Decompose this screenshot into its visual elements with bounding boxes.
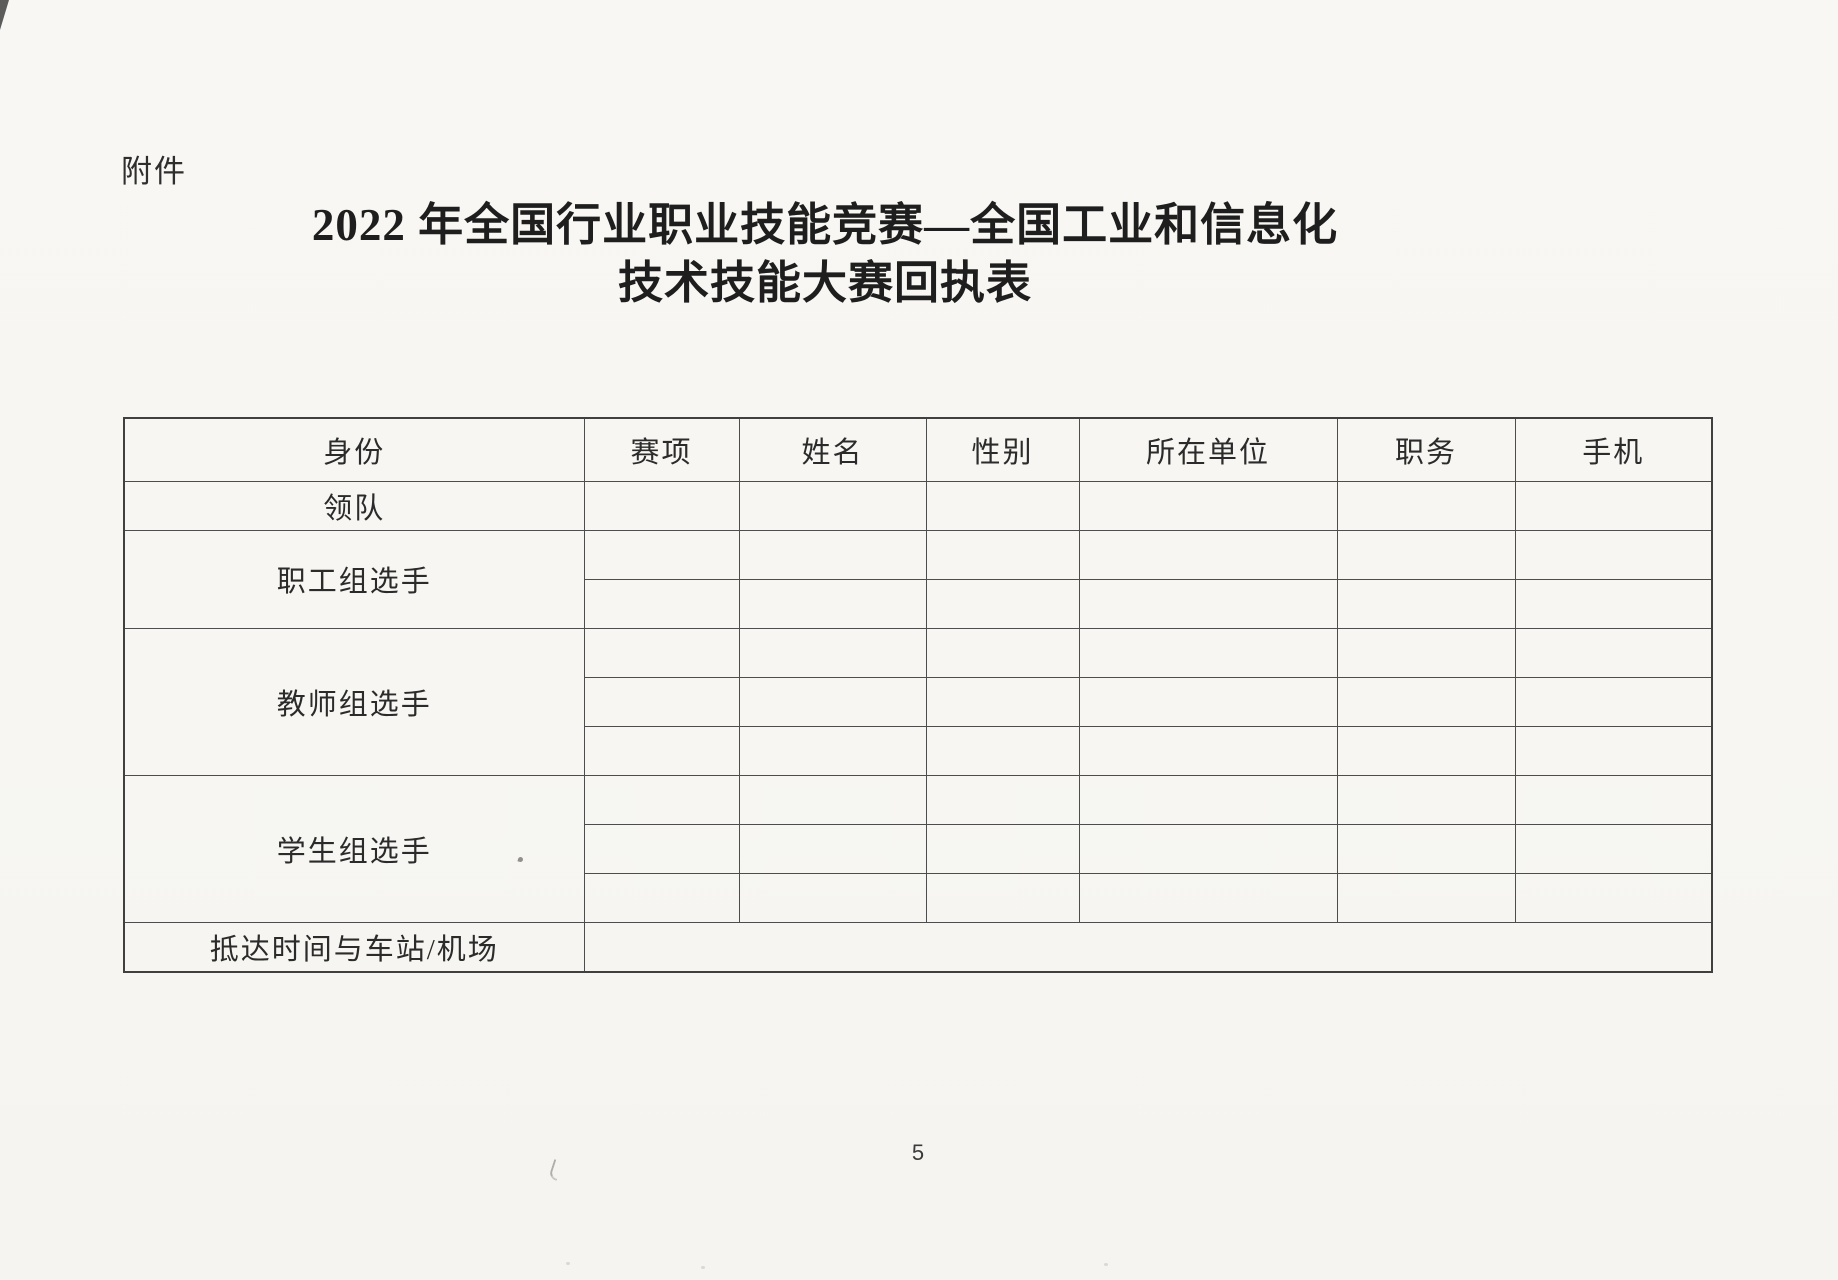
reply-form-table: 身份 赛项 姓名 性别 所在单位 职务 手机 领队 职工组选手 教师组选手 学生组选手 抵达时间与车… <box>123 417 1713 973</box>
empty-cell <box>1336 480 1516 531</box>
empty-cell <box>583 774 740 825</box>
row-group-label-3: 教师组选手 <box>123 627 585 776</box>
header-cell-2: 赛项 <box>583 417 740 482</box>
empty-cell <box>1078 480 1338 531</box>
empty-cell <box>1514 578 1713 629</box>
empty-cell <box>1514 725 1713 776</box>
empty-cell <box>738 676 927 727</box>
empty-cell <box>738 774 927 825</box>
empty-cell <box>925 872 1080 923</box>
scan-edge-speck <box>701 1266 705 1269</box>
scan-edge-speck <box>1104 1263 1108 1266</box>
empty-cell <box>1514 774 1713 825</box>
empty-merged-cell <box>583 921 1713 973</box>
row-group-label-5: 抵达时间与车站/机场 <box>123 921 585 973</box>
table-row: 教师组选手 <box>123 627 1713 776</box>
empty-cell <box>1078 578 1338 629</box>
empty-cell <box>1336 872 1516 923</box>
header-cell-4: 性别 <box>925 417 1080 482</box>
empty-cell <box>738 872 927 923</box>
empty-cell <box>1514 823 1713 874</box>
empty-cell <box>583 627 740 678</box>
table-header: 身份 赛项 姓名 性别 所在单位 职务 手机 <box>123 417 1713 482</box>
scan-corner-artifact <box>0 0 9 30</box>
document-title-line1: 2022 年全国行业职业技能竞赛—全国工业和信息化 <box>311 200 1339 250</box>
row-group-label-1: 领队 <box>123 480 585 531</box>
empty-cell <box>1078 872 1338 923</box>
scan-edge-speck <box>566 1262 570 1265</box>
empty-cell <box>1336 529 1516 580</box>
empty-cell <box>925 578 1080 629</box>
empty-cell <box>738 627 927 678</box>
empty-cell <box>1078 725 1338 776</box>
header-cell-6: 职务 <box>1336 417 1516 482</box>
empty-cell <box>1336 676 1516 727</box>
empty-cell <box>1078 529 1338 580</box>
table-row <box>124 872 1713 923</box>
empty-cell <box>1336 725 1516 776</box>
empty-cell <box>925 529 1080 580</box>
empty-cell <box>583 725 740 776</box>
empty-cell <box>1514 627 1713 678</box>
table-row: 职工组选手 <box>123 529 1713 629</box>
table-row: 抵达时间与车站/机场 <box>123 921 1713 973</box>
empty-cell <box>1078 627 1338 678</box>
header-cell-1: 身份 <box>123 417 585 482</box>
empty-cell <box>925 627 1080 678</box>
document-title-line2: 技术技能大赛回执表 <box>617 258 1032 308</box>
empty-cell <box>583 529 740 580</box>
empty-cell <box>1514 480 1713 531</box>
document-title: 2022 年全国行业职业技能竞赛—全国工业和信息化 技术技能大赛回执表 <box>120 196 1530 312</box>
attachment-label: 附件 <box>121 154 187 189</box>
empty-cell <box>1514 529 1713 580</box>
header-cell-7: 手机 <box>1514 417 1713 482</box>
empty-cell <box>583 872 740 923</box>
empty-cell <box>1078 823 1338 874</box>
header-cell-5: 所在单位 <box>1078 417 1338 482</box>
empty-cell <box>1336 627 1516 678</box>
empty-cell <box>583 578 740 629</box>
empty-cell <box>1336 823 1516 874</box>
empty-cell <box>1078 676 1338 727</box>
empty-cell <box>925 480 1080 531</box>
empty-cell <box>738 578 927 629</box>
empty-cell <box>925 774 1080 825</box>
table-row: 领队 <box>123 480 1713 531</box>
empty-cell <box>583 823 740 874</box>
empty-cell <box>1514 676 1713 727</box>
empty-cell <box>925 676 1080 727</box>
empty-cell <box>738 529 927 580</box>
empty-cell <box>1336 774 1516 825</box>
table-row: 学生组选手 <box>123 774 1713 923</box>
empty-cell <box>738 823 927 874</box>
page-number: 5 <box>911 1140 925 1165</box>
empty-cell <box>583 480 740 531</box>
empty-cell <box>583 676 740 727</box>
header-cell-3: 姓名 <box>738 417 927 482</box>
empty-cell <box>925 823 1080 874</box>
empty-cell <box>738 725 927 776</box>
table-header-row: 身份 赛项 姓名 性别 所在单位 职务 手机 <box>123 417 1713 482</box>
row-group-label-2: 职工组选手 <box>123 529 585 629</box>
row-group-label-4: 学生组选手 <box>123 774 585 923</box>
table-row <box>124 676 1713 727</box>
empty-cell <box>738 480 927 531</box>
empty-cell <box>1336 578 1516 629</box>
table-row <box>124 823 1713 874</box>
empty-cell <box>1514 872 1713 923</box>
table-body: 领队 职工组选手 教师组选手 学生组选手 抵达时间与车站/机场 <box>123 480 1713 973</box>
empty-cell <box>1078 774 1338 825</box>
empty-cell <box>925 725 1080 776</box>
